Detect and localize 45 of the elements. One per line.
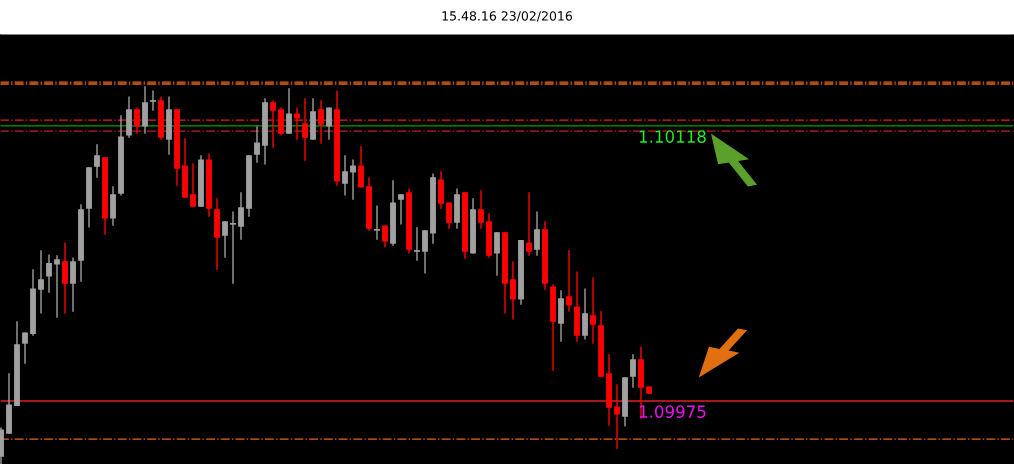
candlestick [254,126,260,163]
candlestick [318,100,324,144]
candlestick [286,88,292,134]
candlestick [398,194,404,225]
candlestick [526,192,532,256]
candlestick [278,107,284,136]
candlestick [582,288,588,340]
chart-title: 15.48.16 23/02/2016 [442,11,573,22]
annotation: 1.10118 [639,130,706,143]
candlestick [142,86,148,134]
candlestick [38,250,44,314]
candlestick [478,190,484,229]
candlestick [302,98,308,161]
candlestick [229,211,237,284]
candlestick [190,163,196,207]
candlestick [373,205,381,240]
candlestick [222,221,228,258]
candlestick [70,257,76,312]
candlestick [422,230,428,274]
candlestick [614,384,620,449]
candlestick [326,107,332,140]
candlestick [438,171,444,209]
candlestick [134,107,140,134]
candlestick [238,192,244,240]
candlestick [358,146,364,188]
candlestick [350,159,356,200]
candlestick [510,261,516,320]
candlestick [94,144,100,178]
candlestick [46,254,52,293]
candlestick [446,202,452,229]
candlestick [270,100,276,148]
candlestick [590,277,596,344]
candlestick [149,90,157,111]
candlestick [413,227,421,261]
candlestick [110,186,116,226]
candlestick [630,354,636,388]
candlestick [22,332,28,364]
candlestick [62,242,68,314]
candlestick [566,250,572,312]
candlestick [342,155,348,196]
candlestick [494,232,500,276]
candlestick [534,211,540,256]
candlestick [54,255,60,318]
candlestick [382,225,388,248]
candlestick [294,107,300,140]
